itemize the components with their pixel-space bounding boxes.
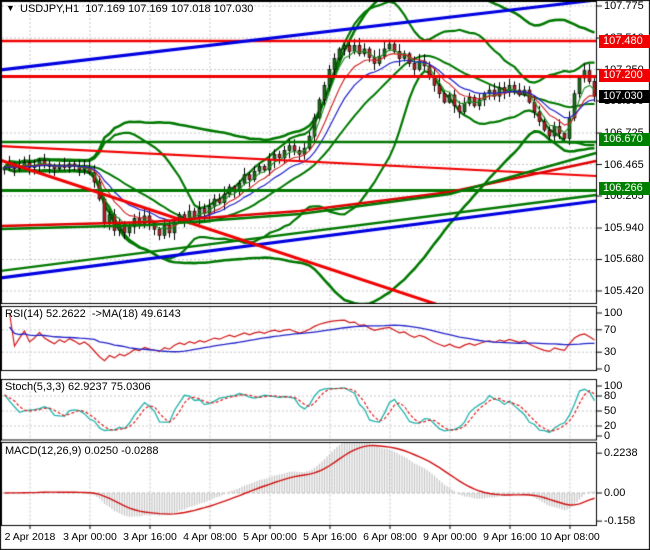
chart-title: USDJPY,H1 107.169 107.169 107.018 107.03… [20, 3, 254, 15]
macd-tick-label: 0.2238 [604, 447, 638, 460]
time-axis-label: 2 Apr 2018 [4, 531, 56, 543]
rsi-tick-label: 70 [604, 323, 617, 336]
stoch-tick-label: 20 [604, 420, 617, 432]
stoch-tick-label: 80 [604, 390, 617, 402]
rsi-tick-label: 30 [604, 346, 617, 359]
price-level-badge: 107.200 [599, 69, 650, 83]
time-axis-label: 3 Apr 16:00 [123, 531, 177, 543]
rsi-panel-title: RSI(14) 52.2622 ->MA(18) 49.6143 [5, 308, 181, 320]
rsi-tick-label: 100 [604, 307, 623, 319]
macd-tick-label: -0.158 [604, 515, 636, 528]
time-axis-label: 9 Apr 16:00 [483, 531, 537, 543]
time-axis-label: 6 Apr 08:00 [363, 531, 417, 543]
price-level-badge: 107.030 [599, 89, 650, 103]
symbol-dropdown-icon[interactable]: ▼ [6, 3, 15, 13]
time-axis-label: 10 Apr 08:00 [540, 531, 600, 543]
time-axis-label: 5 Apr 16:00 [303, 531, 357, 543]
price-tick-label: 107.775 [604, 0, 644, 12]
time-axis-label: 4 Apr 08:00 [183, 531, 237, 543]
stoch-panel-title: Stoch(5,3,3) 62.9237 75.0306 [5, 381, 151, 393]
price-tick-label: 105.680 [604, 253, 644, 266]
price-tick-label: 106.465 [604, 158, 644, 171]
price-level-badge: 106.266 [599, 182, 650, 196]
price-level-badge: 106.670 [599, 133, 650, 147]
price-tick-label: 105.420 [604, 284, 644, 297]
macd-panel-title: MACD(12,26,9) 0.0250 -0.0288 [5, 445, 159, 457]
macd-tick-label: 0.00 [604, 487, 626, 499]
price-tick-label: 105.940 [604, 222, 644, 235]
rsi-tick-label: 0 [604, 363, 611, 375]
time-axis-label: 5 Apr 00:00 [243, 531, 297, 543]
stoch-tick-label: 100 [604, 380, 623, 392]
time-axis-label: 9 Apr 00:00 [423, 531, 477, 543]
price-level-badge: 107.480 [599, 35, 650, 49]
stoch-tick-label: 50 [604, 405, 617, 417]
stoch-tick-label: 0 [604, 430, 611, 442]
time-axis-label: 3 Apr 00:00 [63, 531, 117, 543]
